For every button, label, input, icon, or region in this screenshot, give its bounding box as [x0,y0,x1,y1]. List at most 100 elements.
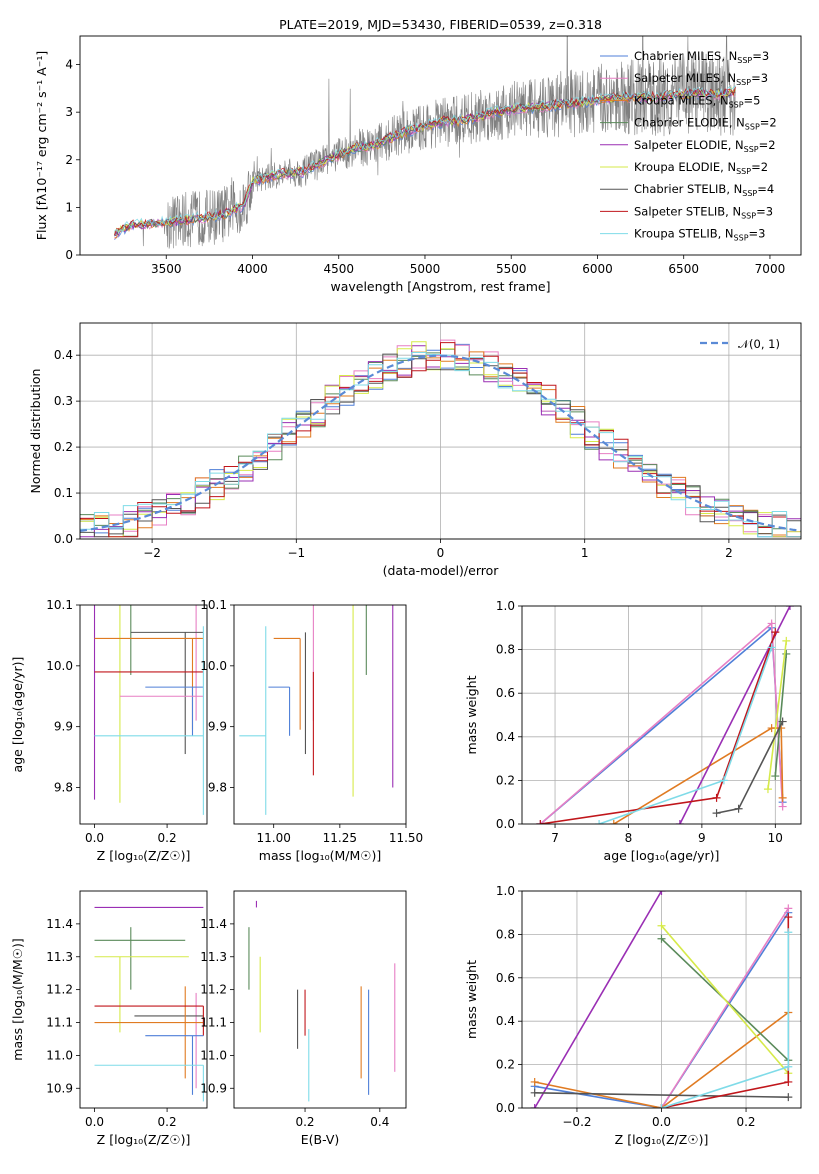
legend-n: , N [713,93,729,107]
series-line-kroupa-miles [613,727,784,824]
y-tick-label: 10.0 [200,659,227,673]
series-marker-kroupa-stelib [657,1104,666,1108]
y-tick-label: 11.4 [46,917,73,931]
y-tick-label: 10.9 [46,1081,73,1095]
legend-n: , N [720,160,736,174]
y-tick-label: 10.9 [200,1081,227,1095]
age-vs-z-plot: 0.0 0.2 9.8 9.9 10.0 10.1 Z [log₁₀(Z/Z☉)] age [… [10,598,208,863]
legend-n: , N [718,227,734,241]
series-marker-kroupa-elodie [657,921,666,930]
x-tick-label: 7 [551,831,559,845]
plot-area [239,605,394,815]
x-axis-label: E(B-V) [301,1132,340,1147]
y-tick-label: 1.0 [496,884,515,898]
axes-frame [79,890,208,1109]
legend-n-sub: SSP [734,234,749,243]
y-tick-label: 11.1 [200,1016,227,1030]
y-tick-label: 0.4 [54,348,73,362]
legend-entry-salpeter-miles: Salpeter MILES, NSSP=3 [634,71,768,87]
series-marker-chabrier-stelib [734,804,743,813]
spectrum-plot: 3500 4000 4500 5000 5500 6000 6500 7000 0 1 2 3 4 Cha… [34,17,802,294]
x-tick-label: 6000 [582,262,613,276]
series-marker-chabrier-stelib [784,1093,793,1102]
y-axis-label: Flux [fλ10⁻¹⁷ erg cm⁻² s⁻¹ A⁻¹] [34,51,49,240]
legend-name: Kroupa ELODIE [634,160,720,174]
x-tick-label: −1 [287,546,305,560]
series-line-kroupa-miles [534,1011,789,1108]
x-tick-label: 4000 [237,262,268,276]
y-tick-label: 1.0 [496,599,515,613]
x-axis-label: Z [log₁₀(Z/Z☉)] [615,1132,709,1147]
series-marker-kroupa-stelib [784,928,793,937]
legend-name: Salpeter MILES [634,71,720,85]
legend-count: =3 [749,227,766,241]
mass-weight-vs-z-plot: −0.2 0.0 0.2 0.0 0.2 0.4 0.6 0.8 1.0 Z [log₁₀(Z/Z… [464,884,802,1147]
x-tick-label: −2 [143,546,161,560]
y-tick-label: 11.3 [46,950,73,964]
series-line-kroupa-stelib [661,932,790,1108]
legend-n: , N [725,204,741,218]
y-tick-label: 11.0 [46,1048,73,1062]
axes-frame [233,890,407,1109]
series-marker-salpeter-miles [784,904,793,913]
legend-entry-kroupa-miles: Kroupa MILES, NSSP=5 [634,93,761,109]
x-tick-label: 5000 [410,262,441,276]
y-tick-label: 11.3 [200,950,227,964]
plot-area [93,605,204,815]
x-tick-label: 0 [437,546,445,560]
x-tick-label: 3500 [151,262,182,276]
series-marker-kroupa-miles [530,1077,539,1086]
y-tick-label: 4 [65,58,73,72]
legend-count: =5 [744,93,761,107]
y-tick-label: 0.8 [496,643,515,657]
series-line-salpeter-miles [660,907,789,1108]
series-marker-chabrier-stelib [712,809,721,818]
legend-name: Kroupa MILES [634,93,713,107]
legend-entry-chabrier-elodie: Chabrier ELODIE, NSSP=2 [634,116,777,132]
y-tick-label: 10.1 [200,598,227,612]
legend-count: =4 [757,182,774,196]
legend-entry-chabrier-stelib: Chabrier STELIB, NSSP=4 [634,182,774,198]
y-tick-label: 11.2 [46,983,73,997]
legend-n-sub: SSP [744,145,759,154]
y-axis-label: age [log₁₀(age/yr)] [10,657,25,773]
series-line-kroupa-elodie [767,640,788,790]
series-marker-chabrier-stelib [778,717,787,726]
x-tick-label: 11.00 [257,831,291,845]
x-axis-label: age [log₁₀(age/yr)] [604,848,720,863]
y-tick-label: 0.6 [496,686,515,700]
x-tick-label: 0.0 [85,1115,104,1129]
series-marker-salpeter-stelib [712,793,721,802]
y-tick-label: 10.1 [46,598,73,612]
series-marker-kroupa-elodie [763,785,772,794]
y-axis-label: Normed distribution [28,369,43,494]
x-tick-label: 0.0 [652,1115,671,1129]
legend-n: , N [726,182,742,196]
series-marker-salpeter-stelib [784,1077,793,1086]
normal-distribution-curve [80,354,801,532]
residual-histogram-plot: −2 −1 0 1 2 0.0 0.1 0.2 0.3 0.4 𝒩(0, 1) (data-model… [28,322,802,578]
x-tick-label: 8 [625,831,633,845]
y-tick-label: 0.4 [496,1014,515,1028]
y-axis-label: mass weight [464,675,479,754]
y-tick-label: 9.9 [54,720,73,734]
y-tick-label: 9.9 [208,720,227,734]
legend-name: Chabrier ELODIE [634,116,729,130]
legend-entry-salpeter-elodie: Salpeter ELODIE, NSSP=2 [634,138,776,154]
axes-frame [521,890,802,1109]
legend-count: =3 [751,71,768,85]
series-marker-salpeter-stelib [536,820,545,824]
chart-title: PLATE=2019, MJD=53430, FIBERID=0539, z=0… [279,17,602,32]
series-marker-salpeter-elodie [530,1104,539,1108]
legend-n-sub: SSP [745,123,760,132]
plot-area [530,891,793,1108]
y-tick-label: 0.6 [496,971,515,985]
mass-vs-z-plot: 0.0 0.2 10.9 11.0 11.1 11.2 11.3 11.4 Z [log₁₀(Z… [10,890,208,1147]
x-axis-label: wavelength [Angstrom, rest frame] [330,279,550,294]
axes-frame [79,322,802,540]
y-tick-label: 11.2 [200,983,227,997]
series-marker-salpeter-elodie [675,820,684,824]
series-marker-salpeter-miles [767,619,776,628]
x-tick-label: 7000 [755,262,786,276]
